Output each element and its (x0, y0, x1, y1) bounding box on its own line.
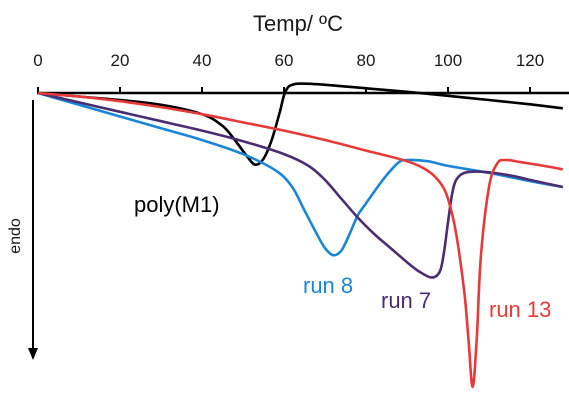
series-label: run 8 (303, 273, 353, 298)
series-line-run-7 (37, 91, 564, 279)
x-tick-label: 100 (434, 51, 462, 70)
x-tick-label: 60 (275, 51, 294, 70)
x-tick-label: 0 (33, 51, 42, 70)
series-label: poly(M1) (134, 192, 220, 217)
x-tick-label: 40 (193, 51, 212, 70)
series-line-run-8 (37, 91, 564, 257)
series-label: run 13 (489, 297, 551, 322)
series-line-run-13 (37, 91, 564, 389)
y-axis-label: endo (7, 218, 24, 254)
x-tick-label: 120 (516, 51, 544, 70)
series-label: run 7 (381, 288, 431, 313)
series-lines (37, 82, 564, 389)
x-axis-title: Temp/ ºC (253, 11, 343, 36)
x-axis-ticks: 0 20 40 60 80 100 120 (33, 51, 544, 93)
x-tick-label: 20 (111, 51, 130, 70)
endo-arrow-head (28, 348, 38, 360)
x-tick-label: 80 (357, 51, 376, 70)
series-labels: poly(M1) run 8 run 7 run 13 (134, 192, 551, 322)
series-line-poly-m1 (37, 82, 563, 167)
